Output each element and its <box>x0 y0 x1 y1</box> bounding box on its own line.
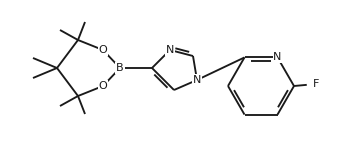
Text: N: N <box>166 45 174 55</box>
Text: O: O <box>99 45 108 55</box>
Text: N: N <box>273 52 282 62</box>
Text: F: F <box>313 79 319 89</box>
Text: B: B <box>116 63 124 73</box>
Text: O: O <box>99 81 108 91</box>
Text: N: N <box>193 75 201 85</box>
